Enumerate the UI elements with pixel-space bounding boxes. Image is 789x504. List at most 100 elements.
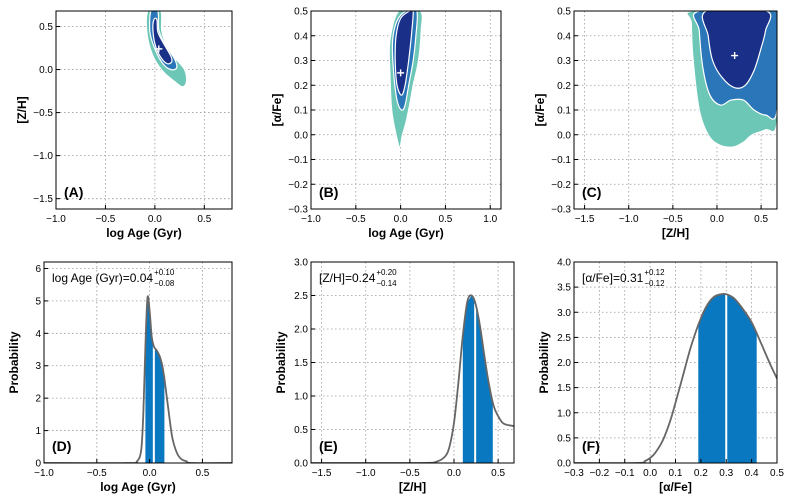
- chart-f-xtick-label-7: 0.4: [745, 468, 759, 479]
- chart-c-ytick-label-7: 0.4: [557, 31, 571, 42]
- chart-a-xtick-label-0: −1.0: [46, 214, 66, 225]
- chart-d-ytick-label-1: 1: [35, 426, 41, 437]
- chart-e-xtick-label-0: −1.5: [312, 468, 332, 479]
- chart-c-xtick-label-2: −0.5: [663, 214, 683, 225]
- chart-f-panel-label: (F): [582, 438, 600, 454]
- chart-c-contour-inner: [701, 11, 772, 89]
- chart-e-ytick-label-4: 2.0: [294, 325, 308, 336]
- chart-a-xtick-label-1: −0.5: [96, 214, 116, 225]
- chart-e-ylabel: Probability: [274, 331, 288, 393]
- chart-a-ytick-label-3: 0.0: [39, 65, 53, 76]
- chart-c-panel-label: (C): [582, 184, 601, 200]
- chart-f-credible-band: [698, 294, 757, 463]
- chart-f-ytick-label-2: 1.0: [557, 408, 571, 419]
- chart-d-xtick-label-2: 0.0: [143, 468, 157, 479]
- chart-d: log Age (Gyr)=0.04 +0.10 −0.08 −1.0 −0.5 0.0 0…: [7, 261, 233, 494]
- chart-a-plot-area: [56, 11, 232, 209]
- chart-f-ytick-label-1: 0.5: [557, 433, 571, 444]
- chart-b: −1.0 −0.5 0.0 0.5 1.0 −0.3 −0.2 −0.1 0.0 0.1 0.2 0.…: [270, 7, 502, 240]
- chart-c-ytick-label-4: 0.1: [557, 106, 571, 117]
- chart-f-plot: [574, 262, 777, 463]
- chart-e-stat-lower: −0.14: [376, 279, 397, 288]
- chart-c: −1.5 −1.0 −0.5 0.0 0.5 −0.3 −0.2 −0.1 0.0 0.1 0.2 0…: [533, 7, 778, 240]
- chart-a: −1.0 −0.5 0.0 0.5 −1.5 −1.0 −0.5 0.0 0.5 log Age …: [15, 10, 233, 240]
- chart-d-stat-label: log Age (Gyr)=0.04: [52, 271, 153, 285]
- chart-a-xtick-label-3: 0.5: [197, 214, 211, 225]
- chart-a-contour-inner: [152, 17, 173, 65]
- chart-e-ytick-label-3: 1.5: [294, 358, 308, 369]
- chart-f-stat-lower: −0.12: [644, 279, 665, 288]
- chart-c-xtick-label-4: 0.5: [754, 214, 768, 225]
- chart-d-credible-band: [145, 297, 165, 463]
- chart-b-xtick-label-0: −1.0: [301, 214, 321, 225]
- chart-b-xtick-label-2: 0.0: [394, 214, 408, 225]
- chart-f-xtick-label-3: 0.0: [643, 468, 657, 479]
- chart-a-ytick-label-0: −1.5: [33, 194, 53, 205]
- chart-e-xtick-label-4: 0.5: [491, 468, 505, 479]
- chart-a-xtick-label-2: 0.0: [148, 214, 162, 225]
- chart-e-stat-label: [Z/H]=0.24: [319, 271, 376, 285]
- chart-c-ytick-label-8: 0.5: [557, 7, 571, 18]
- chart-f-xtick-label-0: −0.3: [564, 468, 584, 479]
- chart-d-ytick-label-0: 0: [35, 459, 41, 470]
- chart-a-plot: [56, 11, 232, 209]
- chart-e-credible-band: [462, 295, 493, 463]
- chart-a-ylabel: [Z/H]: [15, 96, 29, 123]
- chart-f-ytick-label-0: 0.0: [557, 459, 571, 470]
- chart-d-ytick-label-2: 2: [35, 394, 41, 405]
- chart-f-stat-upper: +0.12: [644, 268, 665, 277]
- chart-e-plot: [311, 262, 514, 463]
- chart-b-xlabel: log Age (Gyr): [368, 226, 444, 240]
- chart-b-xtick-label-1: −0.5: [346, 214, 366, 225]
- chart-f-xtick-label-4: 0.1: [669, 468, 683, 479]
- chart-f-ylabel: Probability: [537, 331, 551, 393]
- chart-a-frame: [55, 10, 233, 210]
- chart-e-probability-curve: [311, 294, 514, 463]
- chart-d-plot-area: [44, 262, 232, 463]
- chart-f-xtick-label-5: 0.2: [694, 468, 708, 479]
- chart-c-ytick-label-2: −0.1: [551, 155, 571, 166]
- chart-b-ytick-label-1: −0.2: [288, 180, 308, 191]
- chart-a-panel-label: (A): [64, 184, 83, 200]
- chart-b-xtick-label-3: 0.5: [438, 214, 452, 225]
- chart-c-xtick-label-1: −1.0: [619, 214, 639, 225]
- chart-a-best-fit-marker: [155, 45, 163, 53]
- chart-b-ytick-label-5: 0.2: [294, 81, 308, 92]
- chart-e: [Z/H]=0.24 +0.20 −0.14 −1.5 −1.0 −0.5 0.0 0.5 0.…: [274, 258, 515, 494]
- chart-c-xtick-label-0: −1.5: [575, 214, 595, 225]
- chart-e-ytick-label-0: 0.0: [294, 459, 308, 470]
- chart-d-frame: [43, 261, 233, 464]
- chart-f-stat-label: [α/Fe]=0.31: [582, 271, 644, 285]
- chart-e-ytick-label-1: 0.5: [294, 425, 308, 436]
- chart-c-ytick-label-0: −0.3: [551, 205, 571, 216]
- chart-c-xtick-label-3: 0.0: [710, 214, 724, 225]
- chart-d-ytick-label-5: 5: [35, 296, 41, 307]
- chart-b-ytick-label-3: 0.0: [294, 130, 308, 141]
- chart-d-ytick-label-4: 4: [35, 329, 41, 340]
- chart-d-panel-label: (D): [52, 438, 71, 454]
- chart-b-ytick-label-0: −0.3: [288, 205, 308, 216]
- chart-b-ytick-label-8: 0.5: [294, 7, 308, 18]
- chart-f: [α/Fe]=0.31 +0.12 −0.12 −0.3 −0.2 −0.1 0.0 0.1 0…: [537, 258, 784, 495]
- chart-f-xtick-label-8: 0.5: [770, 468, 784, 479]
- chart-d-xtick-label-0: −1.0: [34, 468, 54, 479]
- chart-b-ytick-label-4: 0.1: [294, 106, 308, 117]
- chart-e-xtick-label-3: 0.0: [447, 468, 461, 479]
- chart-e-xlabel: [Z/H]: [399, 480, 426, 494]
- chart-a-ytick-label-4: 0.5: [39, 22, 53, 33]
- chart-d-stat-lower: −0.08: [154, 279, 175, 288]
- chart-f-xtick-label-6: 0.3: [719, 468, 733, 479]
- chart-b-xtick-label-4: 1.0: [483, 214, 497, 225]
- chart-b-panel-label: (B): [319, 184, 338, 200]
- chart-c-ytick-label-3: 0.0: [557, 130, 571, 141]
- chart-e-ytick-label-2: 1.0: [294, 392, 308, 403]
- chart-f-xtick-label-2: −0.1: [615, 468, 635, 479]
- chart-d-xtick-label-3: 0.5: [195, 468, 209, 479]
- chart-c-ytick-label-5: 0.2: [557, 81, 571, 92]
- chart-f-ytick-label-5: 2.5: [557, 333, 571, 344]
- chart-b-best-fit-marker: [397, 69, 405, 77]
- chart-f-ytick-label-6: 3.0: [557, 308, 571, 319]
- chart-e-panel-label: (E): [319, 438, 338, 454]
